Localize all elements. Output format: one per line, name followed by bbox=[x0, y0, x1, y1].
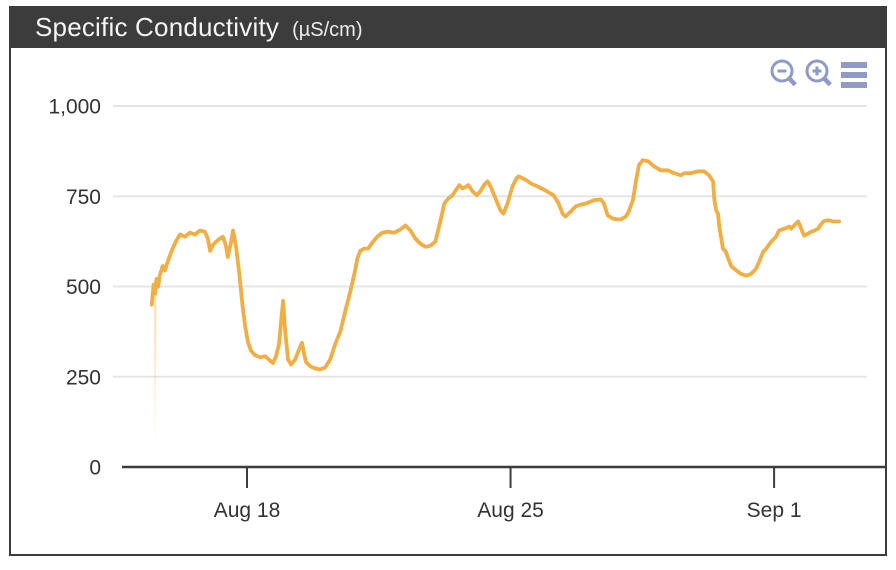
y-axis-label: 250 bbox=[66, 366, 101, 389]
chart-units-label: (µS/cm) bbox=[292, 19, 363, 41]
x-axis-label: Aug 25 bbox=[477, 499, 544, 522]
y-axis-label: 0 bbox=[89, 457, 101, 480]
y-axis-label: 1,000 bbox=[48, 96, 101, 119]
y-axis-label: 750 bbox=[66, 186, 101, 209]
chart-header: Specific Conductivity (µS/cm) bbox=[11, 8, 885, 48]
x-axis-label: Sep 1 bbox=[747, 499, 802, 522]
x-axis-label: Aug 18 bbox=[214, 499, 281, 522]
zoom-out-icon[interactable] bbox=[768, 59, 800, 91]
zoom-in-icon[interactable] bbox=[803, 59, 835, 91]
y-axis-label: 500 bbox=[66, 276, 101, 299]
faint-data-spike bbox=[153, 279, 157, 442]
chart-title: Specific Conductivity bbox=[35, 12, 280, 42]
menu-icon[interactable] bbox=[838, 59, 870, 91]
chart-toolbar bbox=[768, 59, 870, 91]
data-line bbox=[149, 158, 842, 372]
